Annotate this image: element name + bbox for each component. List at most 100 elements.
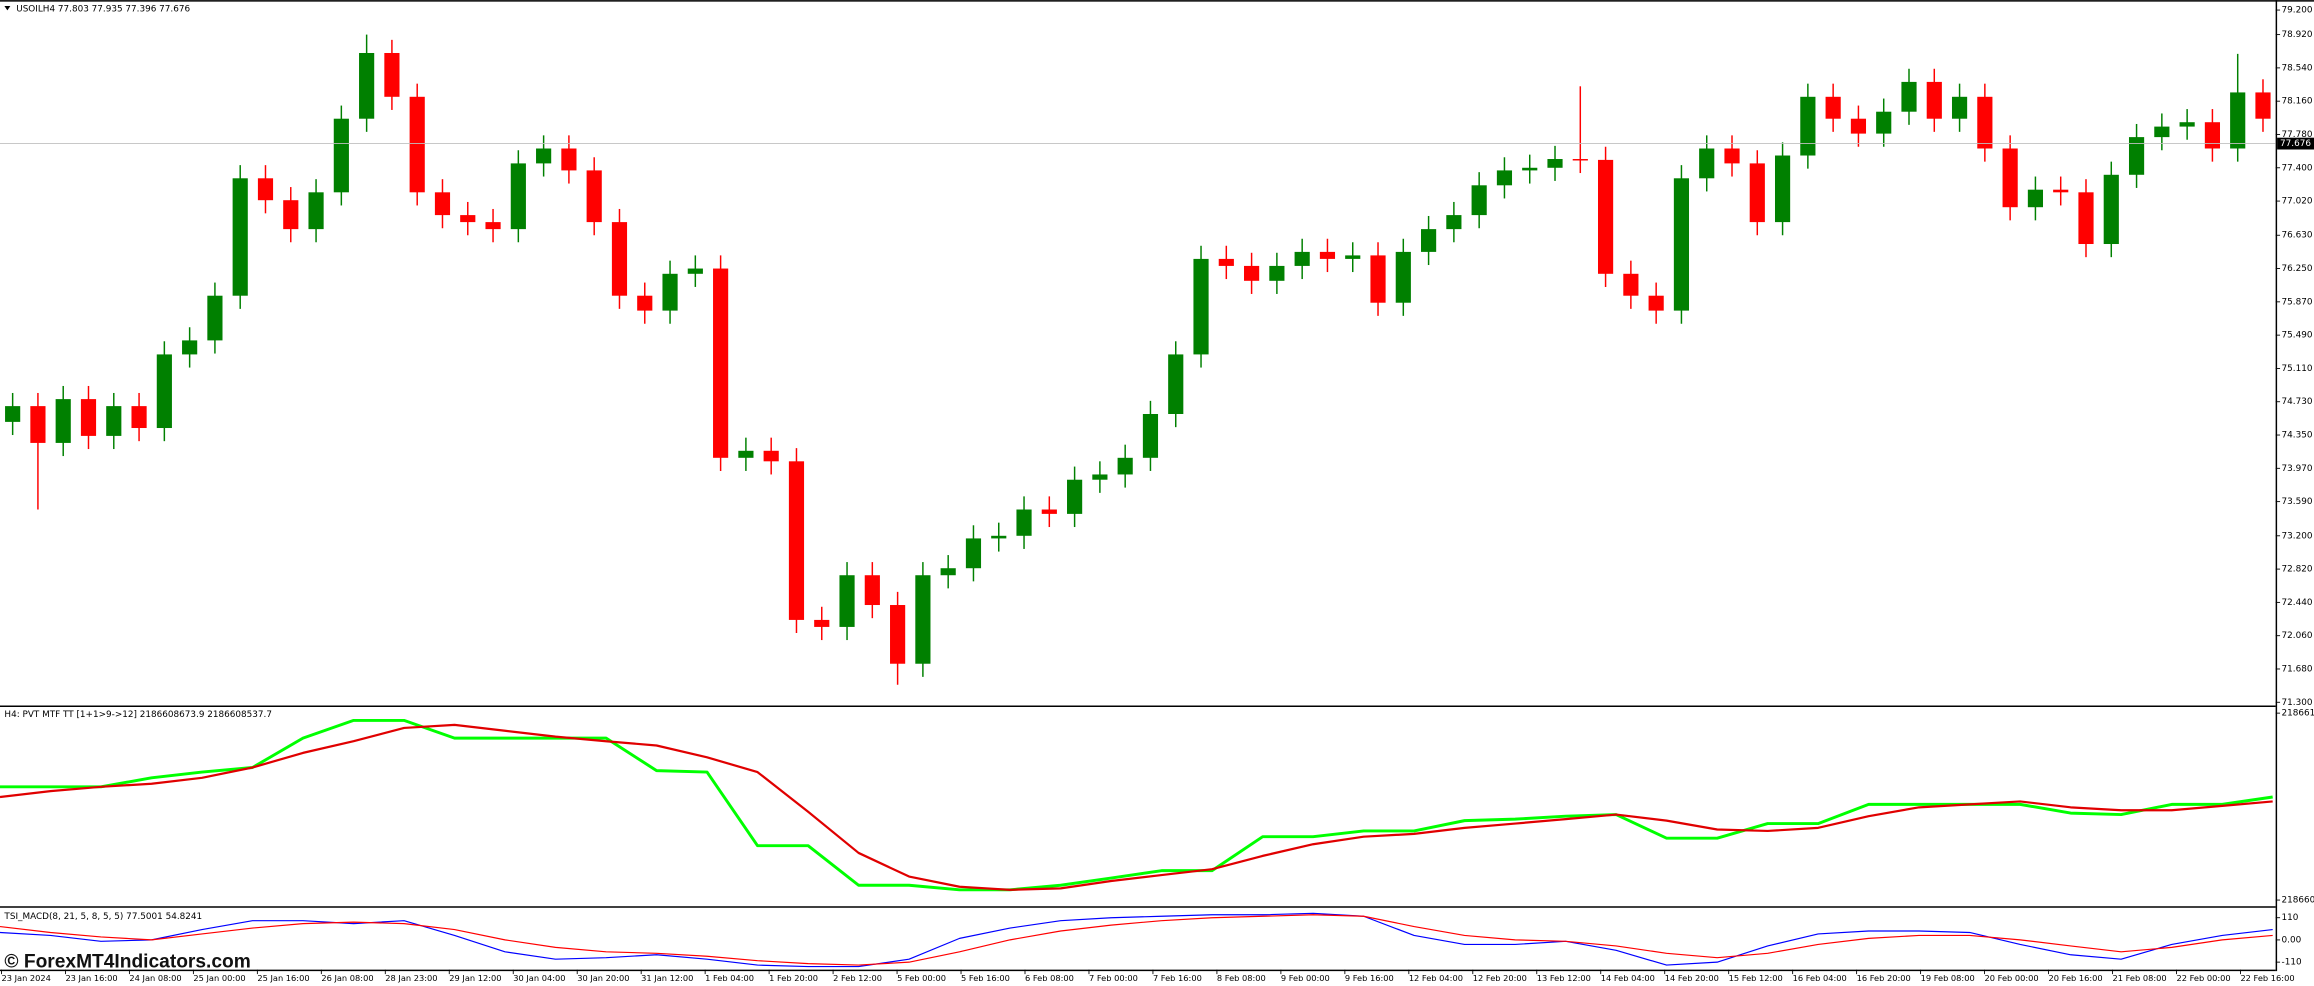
candle-body <box>1699 148 1715 179</box>
candle-body <box>106 406 122 436</box>
y-tick-label: 73.970 <box>2282 464 2313 474</box>
candle-body <box>1496 170 1513 186</box>
x-tick-label: 2 Feb 12:00 <box>833 973 882 983</box>
y-tick-label: 72.440 <box>2282 598 2313 608</box>
x-tick-label: 31 Jan 12:00 <box>641 973 693 983</box>
plot-layer: USOILH4 77.803 77.935 77.396 77.676 79.20… <box>0 4 2314 983</box>
candle-body <box>864 575 880 606</box>
x-tick-label: 8 Feb 08:00 <box>1217 973 1266 983</box>
x-tick-label: 16 Feb 04:00 <box>1793 973 1847 983</box>
candle-body <box>965 538 982 569</box>
x-tick-label: 7 Feb 16:00 <box>1153 973 1202 983</box>
candle-body <box>1269 265 1285 281</box>
y-tick-label: 74.350 <box>2282 431 2313 441</box>
candle-body <box>839 575 855 627</box>
x-tick-label: 16 Feb 20:00 <box>1857 973 1911 983</box>
candle-body <box>687 268 703 274</box>
candle-body <box>1749 163 1765 223</box>
candle-body <box>5 406 21 422</box>
y-tick-label: 75.110 <box>2282 364 2313 374</box>
series-line <box>0 912 2273 968</box>
series-line <box>0 723 2273 891</box>
series-line <box>0 914 2273 966</box>
x-tick-label: 9 Feb 00:00 <box>1281 973 1330 983</box>
candle-body <box>156 354 172 429</box>
y-tick-label: 2186600 <box>2282 896 2314 906</box>
candle-body <box>940 568 956 576</box>
x-tick-label: 25 Jan 16:00 <box>257 973 309 983</box>
candle-body <box>1244 265 1260 281</box>
candle-body <box>1142 414 1159 458</box>
y-tick-label: 0.00 <box>2282 935 2302 945</box>
candle-body <box>1547 159 1563 168</box>
y-tick-label: 75.870 <box>2282 297 2313 307</box>
y-tick-label: 75.490 <box>2282 331 2313 341</box>
candle-body <box>1471 185 1487 216</box>
x-tick-label: 30 Jan 20:00 <box>577 973 629 983</box>
candle-body <box>1876 111 1892 134</box>
x-tick-label: 20 Feb 16:00 <box>2049 973 2103 983</box>
candle-body <box>2154 126 2170 138</box>
x-tick-label: 12 Feb 04:00 <box>1409 973 1463 983</box>
candle-body <box>55 399 71 443</box>
candle-body <box>434 192 451 216</box>
y-tick-label: 73.200 <box>2282 531 2313 541</box>
candle-body <box>637 295 653 311</box>
candle-body <box>2255 92 2271 119</box>
candle-body <box>1446 215 1462 230</box>
candle-body <box>1218 258 1234 266</box>
candle-body <box>1800 96 1816 156</box>
candle-body <box>2179 122 2195 127</box>
x-tick-label: 21 Feb 08:00 <box>2113 973 2167 983</box>
x-tick-label: 12 Feb 20:00 <box>1473 973 1527 983</box>
candle-body <box>2053 189 2069 193</box>
candle-body <box>1168 354 1184 415</box>
x-tick-label: 26 Jan 08:00 <box>321 973 373 983</box>
candle-body <box>536 148 552 164</box>
candle-body <box>1522 167 1538 171</box>
candle-body <box>1623 273 1639 296</box>
y-tick-label: 71.680 <box>2282 664 2313 674</box>
candle-body <box>2027 189 2044 208</box>
x-tick-label: 29 Jan 12:00 <box>449 973 501 983</box>
candle-body <box>485 222 501 230</box>
candle-body <box>283 200 299 230</box>
y-tick-label: 78.160 <box>2282 97 2313 107</box>
x-tick-label: 25 Jan 00:00 <box>193 973 245 983</box>
candle-body <box>1951 96 1968 119</box>
candle-body <box>1673 178 1690 311</box>
candle-body <box>713 268 729 458</box>
x-tick-label: 28 Jan 23:00 <box>385 973 437 983</box>
y-tick-label: 78.540 <box>2282 63 2313 73</box>
candle-body <box>561 148 577 171</box>
candle-body <box>1319 251 1336 259</box>
candle-body <box>409 96 425 193</box>
y-tick-label: 71.300 <box>2282 698 2313 708</box>
candle-body <box>2230 92 2246 149</box>
candle-body <box>586 170 602 223</box>
x-tick-label: 5 Feb 16:00 <box>961 973 1010 983</box>
panel-title: USOILH4 77.803 77.935 77.396 77.676 <box>16 4 190 14</box>
candle-body <box>1572 159 1588 161</box>
x-tick-label: 23 Jan 2024 <box>1 973 50 983</box>
y-tick-label: 76.630 <box>2282 231 2313 241</box>
watermark: © ForexMT4Indicators.com <box>4 951 250 972</box>
candle-body <box>80 399 97 436</box>
x-tick-label: 19 Feb 08:00 <box>1921 973 1975 983</box>
y-tick-label: 73.590 <box>2282 497 2313 507</box>
menu-arrow <box>4 5 11 11</box>
candle-body <box>1016 509 1032 536</box>
x-tick-label: 22 Feb 16:00 <box>2240 973 2294 983</box>
candle-body <box>207 295 223 341</box>
x-tick-label: 22 Feb 00:00 <box>2176 973 2230 983</box>
candle-body <box>1370 255 1386 303</box>
candle-body <box>788 461 805 620</box>
x-tick-label: 14 Feb 04:00 <box>1601 973 1655 983</box>
candle-body <box>890 605 906 664</box>
candle-body <box>1421 229 1437 252</box>
candle-body <box>991 535 1007 539</box>
candle-body <box>2078 192 2094 245</box>
